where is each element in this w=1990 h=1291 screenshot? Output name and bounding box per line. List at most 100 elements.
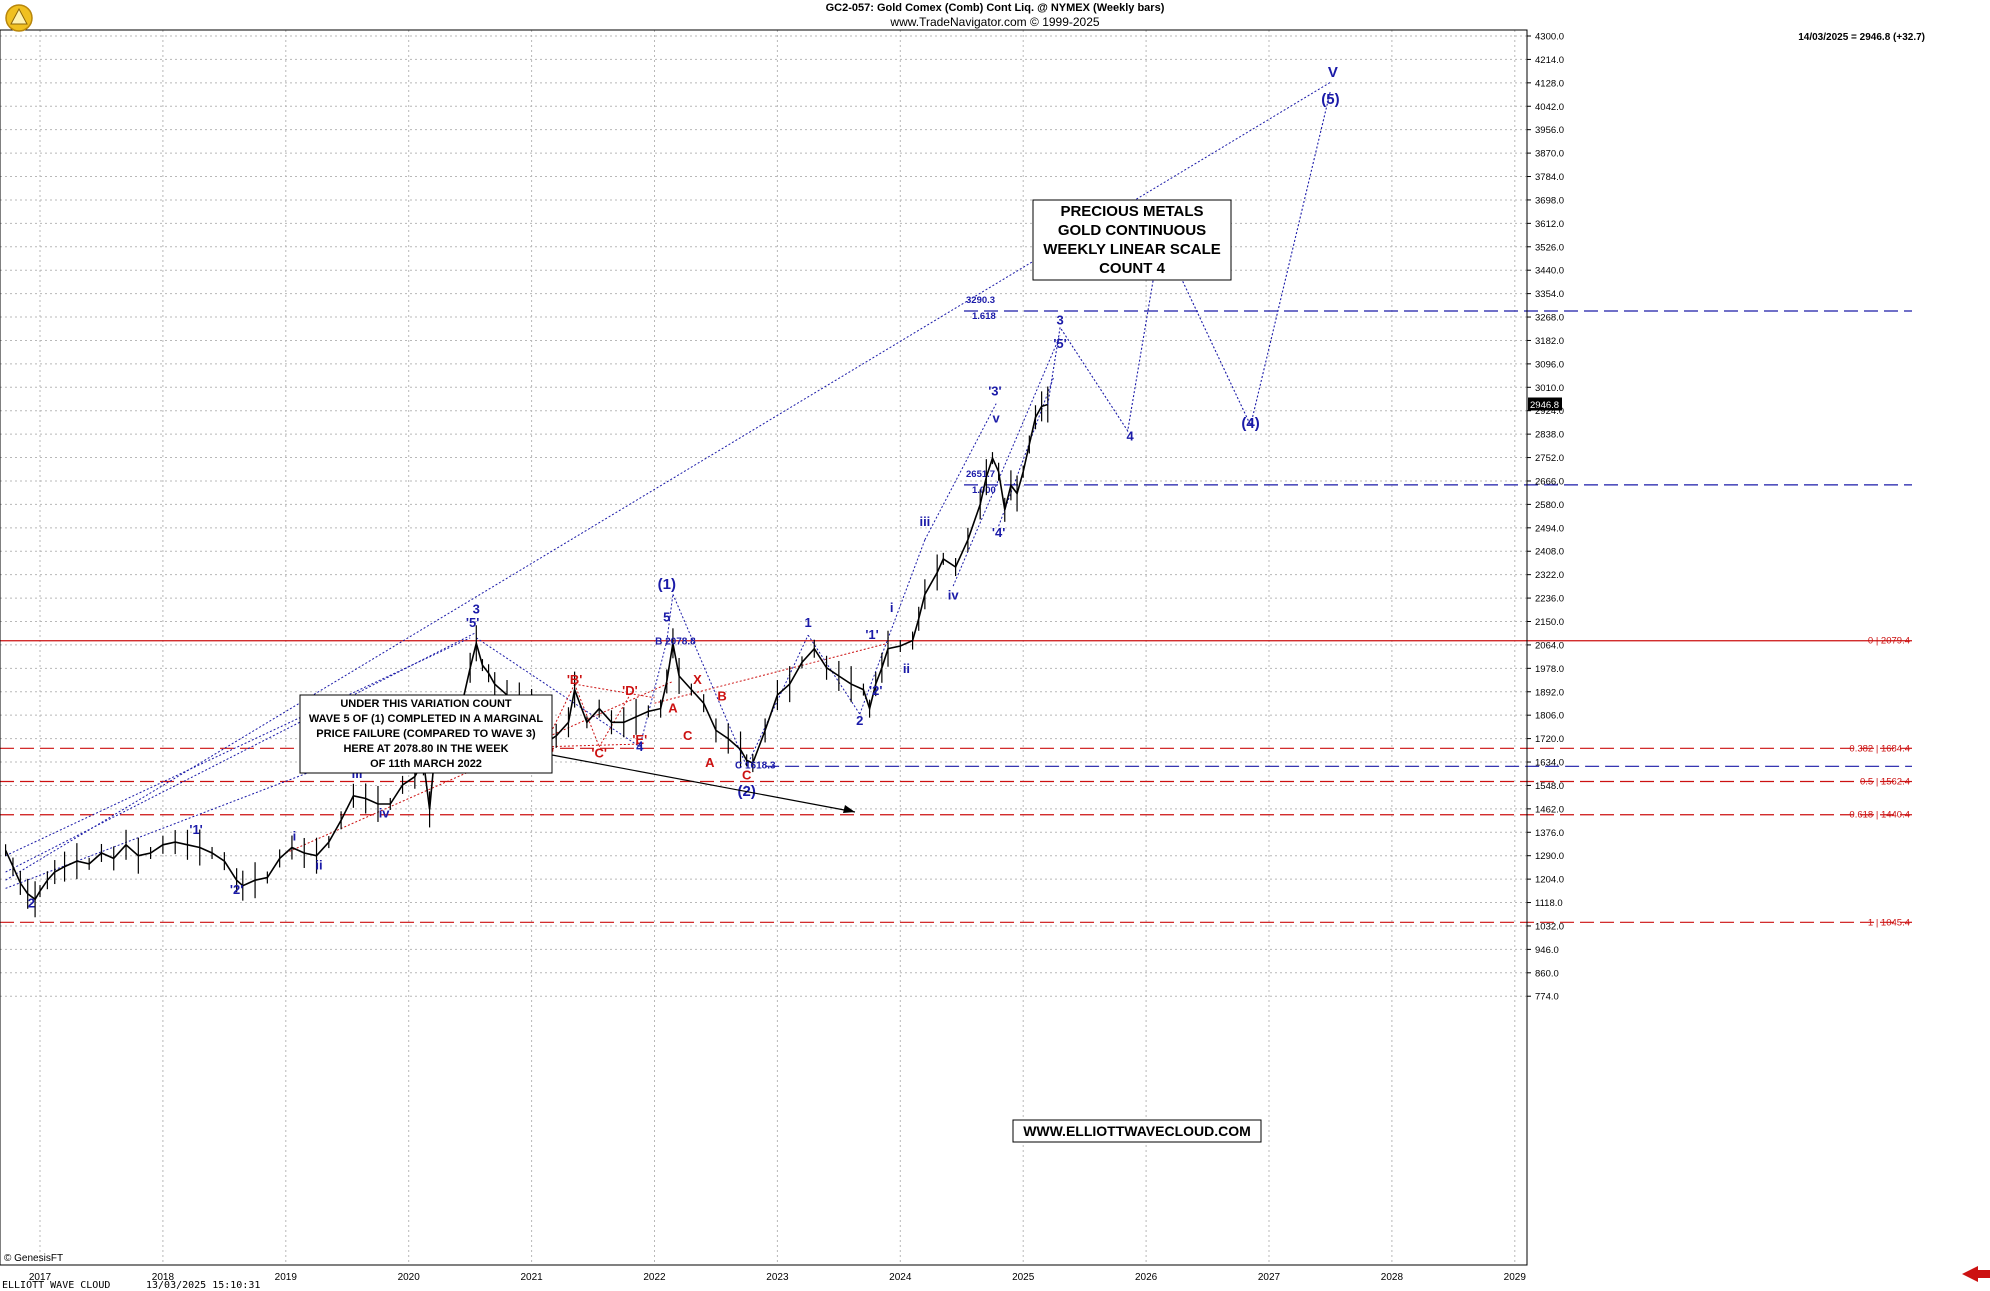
y-tick-label: 3870.0 xyxy=(1535,149,1564,160)
wave-label: i xyxy=(890,600,894,615)
wave-label: C xyxy=(683,728,693,743)
wave-label: 'B' xyxy=(567,672,583,687)
wave-line xyxy=(924,403,997,541)
note-line-3: PRICE FAILURE (COMPARED TO WAVE 3) xyxy=(316,728,536,740)
x-tick-label: 2019 xyxy=(275,1272,298,1283)
fib-level-label: 1 | 1045.4 xyxy=(1868,917,1910,928)
y-tick-label: 860.0 xyxy=(1535,968,1559,979)
y-tick-label: 2150.0 xyxy=(1535,617,1564,628)
y-tick-label: 3010.0 xyxy=(1535,383,1564,394)
footer-left: ELLIOTT WAVE CLOUD xyxy=(2,1280,110,1291)
last-price-label: 2946.8 xyxy=(1530,400,1559,411)
y-tick-label: 1634.0 xyxy=(1535,758,1564,769)
fib-level-label: 0.5 | 1562.4 xyxy=(1860,777,1910,788)
footer-timestamp: 13/03/2025 15:10:31 xyxy=(146,1280,260,1291)
wave-line xyxy=(672,594,748,767)
wave-label: A xyxy=(705,755,715,770)
y-tick-label: 1548.0 xyxy=(1535,781,1564,792)
title-line-4: COUNT 4 xyxy=(1099,260,1165,277)
y-tick-label: 3096.0 xyxy=(1535,359,1564,370)
x-tick-label: 2026 xyxy=(1135,1272,1158,1283)
y-tick-label: 2322.0 xyxy=(1535,570,1564,581)
y-tick-label: 2236.0 xyxy=(1535,594,1564,605)
wave-label: A xyxy=(668,701,678,716)
y-tick-label: 2408.0 xyxy=(1535,547,1564,558)
wave-label: '2' xyxy=(869,683,882,698)
y-tick-label: 3784.0 xyxy=(1535,172,1564,183)
y-tick-label: 774.0 xyxy=(1535,992,1559,1003)
wave-label: '3' xyxy=(988,383,1001,398)
y-tick-label: 2580.0 xyxy=(1535,500,1564,511)
x-tick-label: 2022 xyxy=(643,1272,666,1283)
y-tick-label: 2924.0 xyxy=(1535,406,1564,417)
arrow-head-icon xyxy=(843,805,855,813)
note-arrow xyxy=(551,754,856,813)
wave-label: '1' xyxy=(189,822,202,837)
wave-label: 'C' xyxy=(591,746,607,761)
y-tick-label: 3526.0 xyxy=(1535,242,1564,253)
wave-label: C xyxy=(742,767,752,782)
y-tick-label: 4128.0 xyxy=(1535,78,1564,89)
wave-label: '2' xyxy=(230,882,243,897)
website-label: WWW.ELLIOTTWAVECLOUD.COM xyxy=(1023,1123,1251,1139)
y-tick-label: 1204.0 xyxy=(1535,875,1564,886)
fib-level-label: 0.618 | 1440.4 xyxy=(1849,810,1910,821)
channel-line xyxy=(5,631,477,873)
chart-subtitle: www.TradeNavigator.com © 1999-2025 xyxy=(889,15,1099,29)
y-tick-label: 4042.0 xyxy=(1535,102,1564,113)
wave-label: iv xyxy=(948,588,960,603)
wave-label: iii xyxy=(919,514,930,529)
x-tick-label: 2020 xyxy=(398,1272,421,1283)
x-tick-label: 2027 xyxy=(1258,1272,1281,1283)
wave-label: 3 xyxy=(473,601,480,616)
y-tick-label: 946.0 xyxy=(1535,945,1559,956)
note-line-1: UNDER THIS VARIATION COUNT xyxy=(340,698,512,710)
y-tick-label: 2064.0 xyxy=(1535,640,1564,651)
wave-label: X xyxy=(693,672,702,687)
wave-label: 5 xyxy=(663,610,670,625)
fib-level-label: 0.382 | 1684.4 xyxy=(1849,743,1910,754)
last-quote: 14/03/2025 = 2946.8 (+32.7) xyxy=(1798,32,1925,43)
wave-line xyxy=(476,637,641,748)
y-tick-label: 4300.0 xyxy=(1535,32,1564,43)
wave-label: ii xyxy=(315,857,322,872)
wave-projection xyxy=(1047,90,1332,433)
scroll-right-arrow-icon[interactable] xyxy=(1962,1266,1990,1282)
wave-label: (4) xyxy=(1241,415,1259,432)
x-tick-label: 2023 xyxy=(766,1272,789,1283)
wave-label: 'D' xyxy=(622,683,638,698)
wave-label: B 2078.8 xyxy=(655,637,696,648)
y-tick-label: 4214.0 xyxy=(1535,55,1564,66)
y-tick-label: 1978.0 xyxy=(1535,664,1564,675)
y-tick-label: 2494.0 xyxy=(1535,523,1564,534)
wave-label: 1 xyxy=(805,615,812,630)
projection-line xyxy=(1047,90,1332,433)
x-tick-label: 2025 xyxy=(1012,1272,1035,1283)
wave-label: V xyxy=(1328,64,1338,81)
wave-label: iv xyxy=(379,806,391,821)
fib-level-value: 3290.3 xyxy=(966,295,995,306)
y-tick-label: 2838.0 xyxy=(1535,430,1564,441)
wave-label: 2 xyxy=(856,713,863,728)
wave-label: C 1618.3 xyxy=(735,761,776,772)
channel-line xyxy=(5,727,427,889)
y-tick-label: 3182.0 xyxy=(1535,336,1564,347)
genesis-logo-icon xyxy=(5,4,33,32)
wave-label: '1' xyxy=(865,627,878,642)
wave-line xyxy=(998,376,1055,527)
y-tick-label: 1806.0 xyxy=(1535,711,1564,722)
last-price-tag xyxy=(1528,397,1562,411)
x-tick-label: 2024 xyxy=(889,1272,912,1283)
triangle-line xyxy=(574,683,600,747)
y-tick-label: 2666.0 xyxy=(1535,476,1564,487)
y-tick-label: 3354.0 xyxy=(1535,289,1564,300)
wave-label: (1) xyxy=(658,576,676,593)
wave-label: 4 xyxy=(1127,428,1135,443)
wave-label: (5) xyxy=(1321,91,1339,108)
y-tick-label: 3440.0 xyxy=(1535,266,1564,277)
y-tick-label: 3268.0 xyxy=(1535,313,1564,324)
chart-title: GC2-057: Gold Comex (Comb) Cont Liq. @ N… xyxy=(826,2,1165,14)
title-line-3: WEEKLY LINEAR SCALE xyxy=(1043,241,1221,258)
red-channel-line xyxy=(285,680,674,854)
wave-label: iii xyxy=(352,766,363,781)
